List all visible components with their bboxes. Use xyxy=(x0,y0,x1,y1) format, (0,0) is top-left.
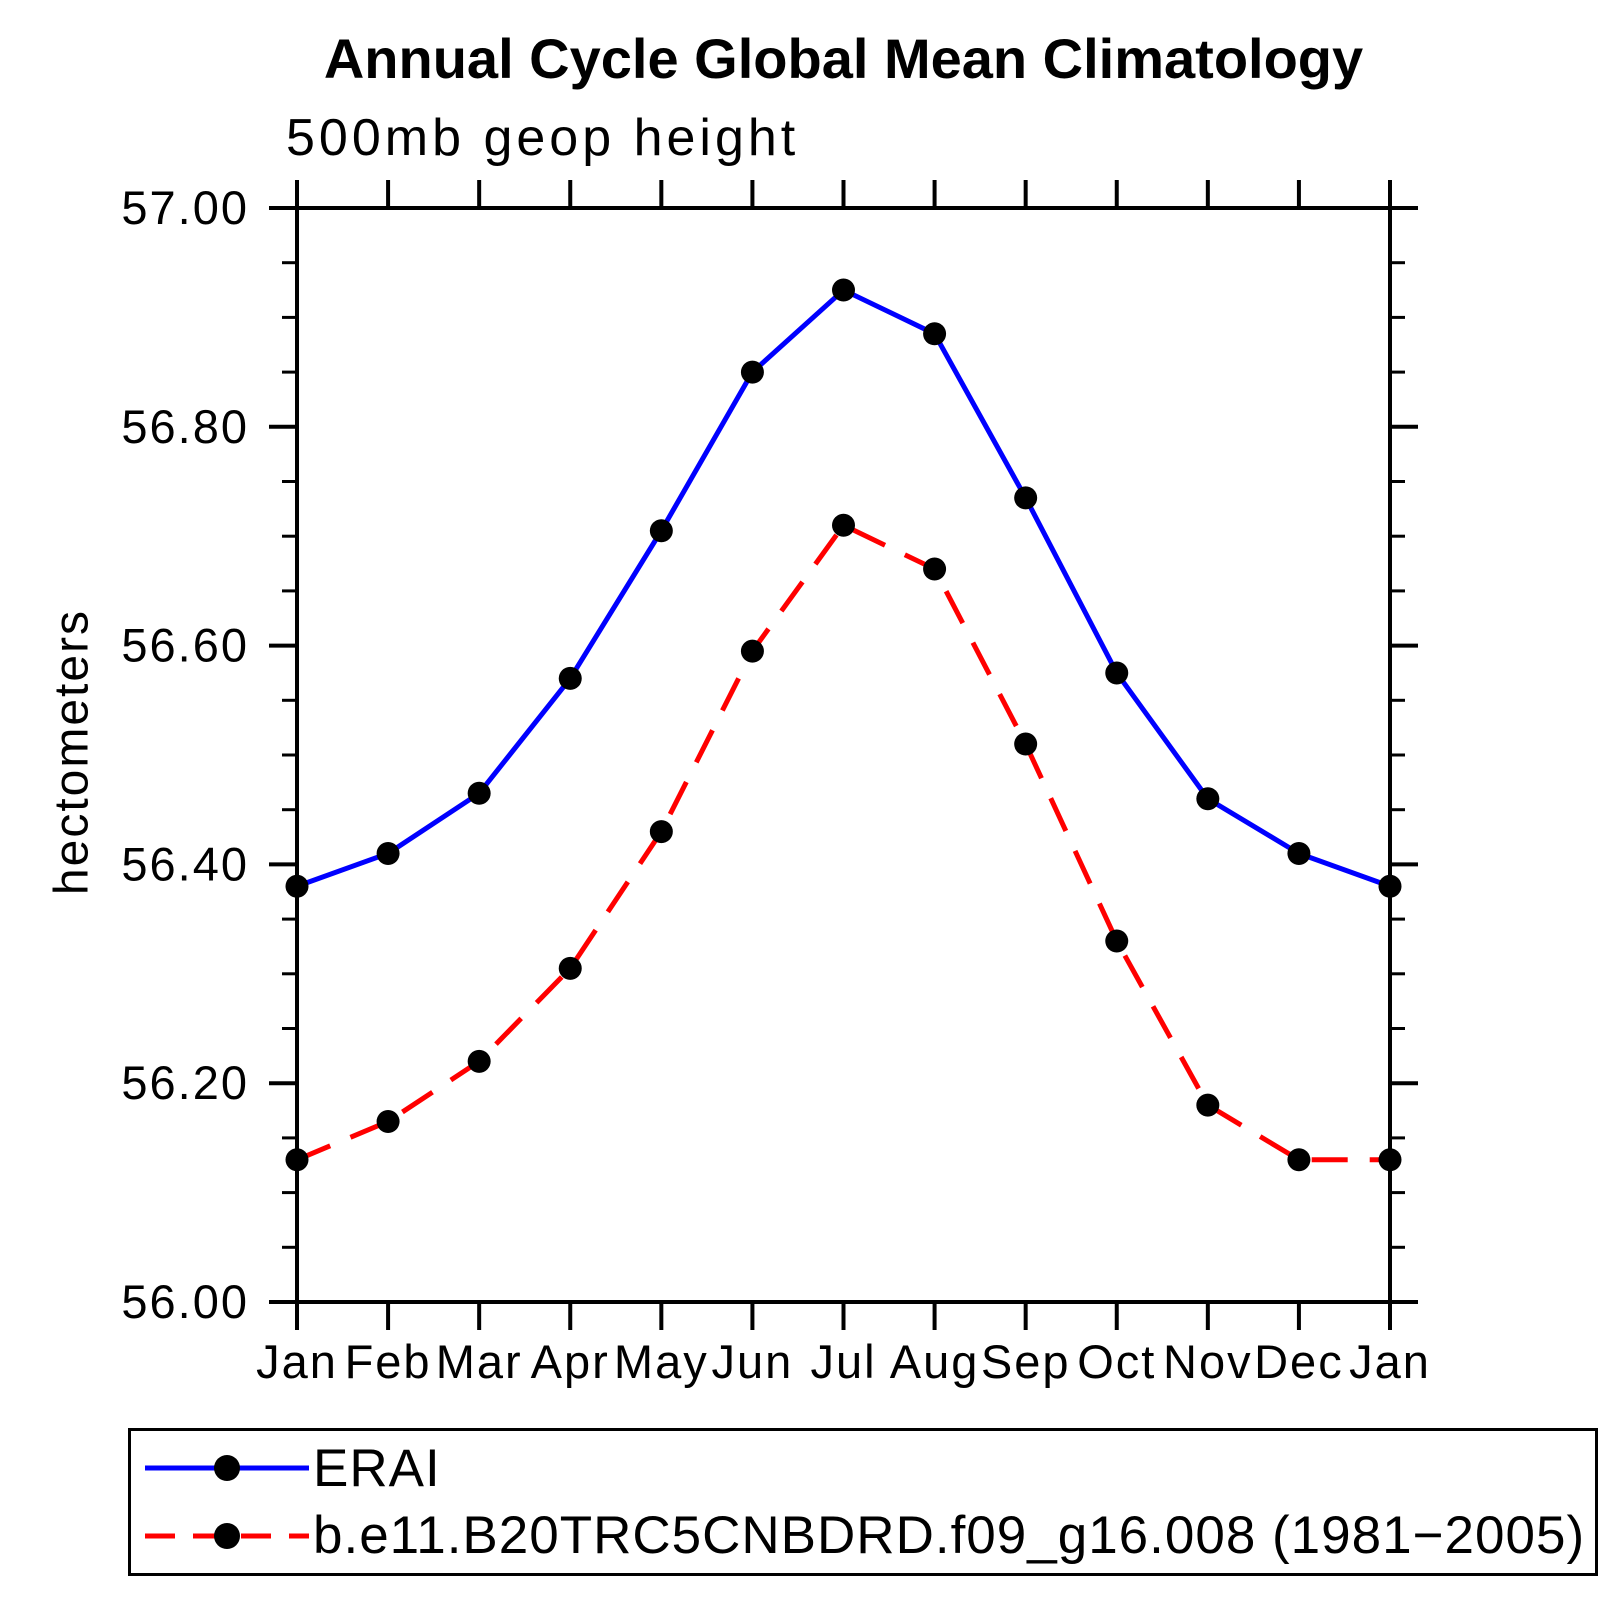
series-line-model xyxy=(296,522,1390,1163)
legend-line-sample-erai xyxy=(145,1455,309,1482)
data-point-marker xyxy=(285,874,309,898)
legend-entry-erai: ERAI xyxy=(141,1438,1595,1498)
legend-entry-model: b.e11.B20TRC5CNBDRD.f09_g16.008 (1981−20… xyxy=(141,1506,1595,1566)
plot-box xyxy=(295,206,1392,1304)
chart-title: Annual Cycle Global Mean Climatology xyxy=(323,27,1364,90)
x-tick-label: Feb xyxy=(345,1335,432,1388)
legend-marker-model xyxy=(214,1522,240,1549)
data-point-marker xyxy=(467,781,491,805)
y-tick-label: 56.00 xyxy=(121,1275,249,1328)
legend-line-sample-model xyxy=(145,1522,309,1549)
data-point-marker xyxy=(923,322,947,346)
x-tick-label: Jun xyxy=(712,1335,794,1388)
data-point-marker xyxy=(1287,841,1311,865)
x-tick-label: Nov xyxy=(1163,1335,1253,1388)
series-line-erai xyxy=(296,287,1391,889)
data-point-marker xyxy=(740,639,764,663)
y-tick-label: 56.40 xyxy=(121,837,249,890)
legend-label-erai: ERAI xyxy=(313,1438,441,1498)
x-tick-label: Jul xyxy=(810,1335,876,1388)
y-tick-label: 56.80 xyxy=(121,400,249,453)
data-point-marker xyxy=(1378,874,1402,898)
data-point-marker xyxy=(1014,732,1038,756)
x-tick-label: Dec xyxy=(1254,1335,1344,1388)
data-point-marker xyxy=(832,278,855,302)
x-tick-label: Mar xyxy=(436,1335,523,1388)
data-point-marker xyxy=(1378,1148,1402,1172)
data-point-marker xyxy=(649,820,673,844)
x-tick-label: Jan xyxy=(1349,1335,1431,1388)
x-tick-label: Jan xyxy=(256,1335,338,1388)
legend-label-model: b.e11.B20TRC5CNBDRD.f09_g16.008 (1981−20… xyxy=(313,1506,1586,1566)
data-point-marker xyxy=(1105,661,1129,685)
legend-box: ERAI b.e11.B20TRC5CNBDRD.f09_g16.008 (19… xyxy=(128,1428,1598,1576)
chart-subtitle: 500mb geop height xyxy=(286,109,800,167)
data-point-marker xyxy=(1014,486,1038,510)
x-tick-label: Aug xyxy=(890,1335,980,1388)
data-point-marker xyxy=(558,666,582,690)
data-point-marker xyxy=(832,513,855,537)
x-tick-label: Apr xyxy=(531,1335,610,1388)
x-tick-label: Oct xyxy=(1077,1335,1156,1388)
legend-marker-erai xyxy=(214,1455,240,1482)
y-tick-label: 57.00 xyxy=(121,181,249,234)
data-point-marker xyxy=(1105,929,1129,953)
data-point-marker xyxy=(467,1049,491,1073)
data-point-marker xyxy=(1287,1148,1311,1172)
data-point-marker xyxy=(558,956,582,980)
data-point-marker xyxy=(376,841,400,865)
x-tick-label: Sep xyxy=(981,1335,1071,1388)
y-tick-label: 56.60 xyxy=(121,619,249,672)
data-point-marker xyxy=(649,519,673,543)
data-point-marker xyxy=(923,557,947,581)
y-tick-label: 56.20 xyxy=(121,1056,249,1109)
data-point-marker xyxy=(1196,787,1220,811)
x-tick-label: May xyxy=(614,1335,709,1388)
data-point-marker xyxy=(1196,1093,1220,1117)
data-point-marker xyxy=(740,360,764,384)
data-point-marker xyxy=(376,1109,400,1133)
data-point-marker xyxy=(285,1148,309,1172)
